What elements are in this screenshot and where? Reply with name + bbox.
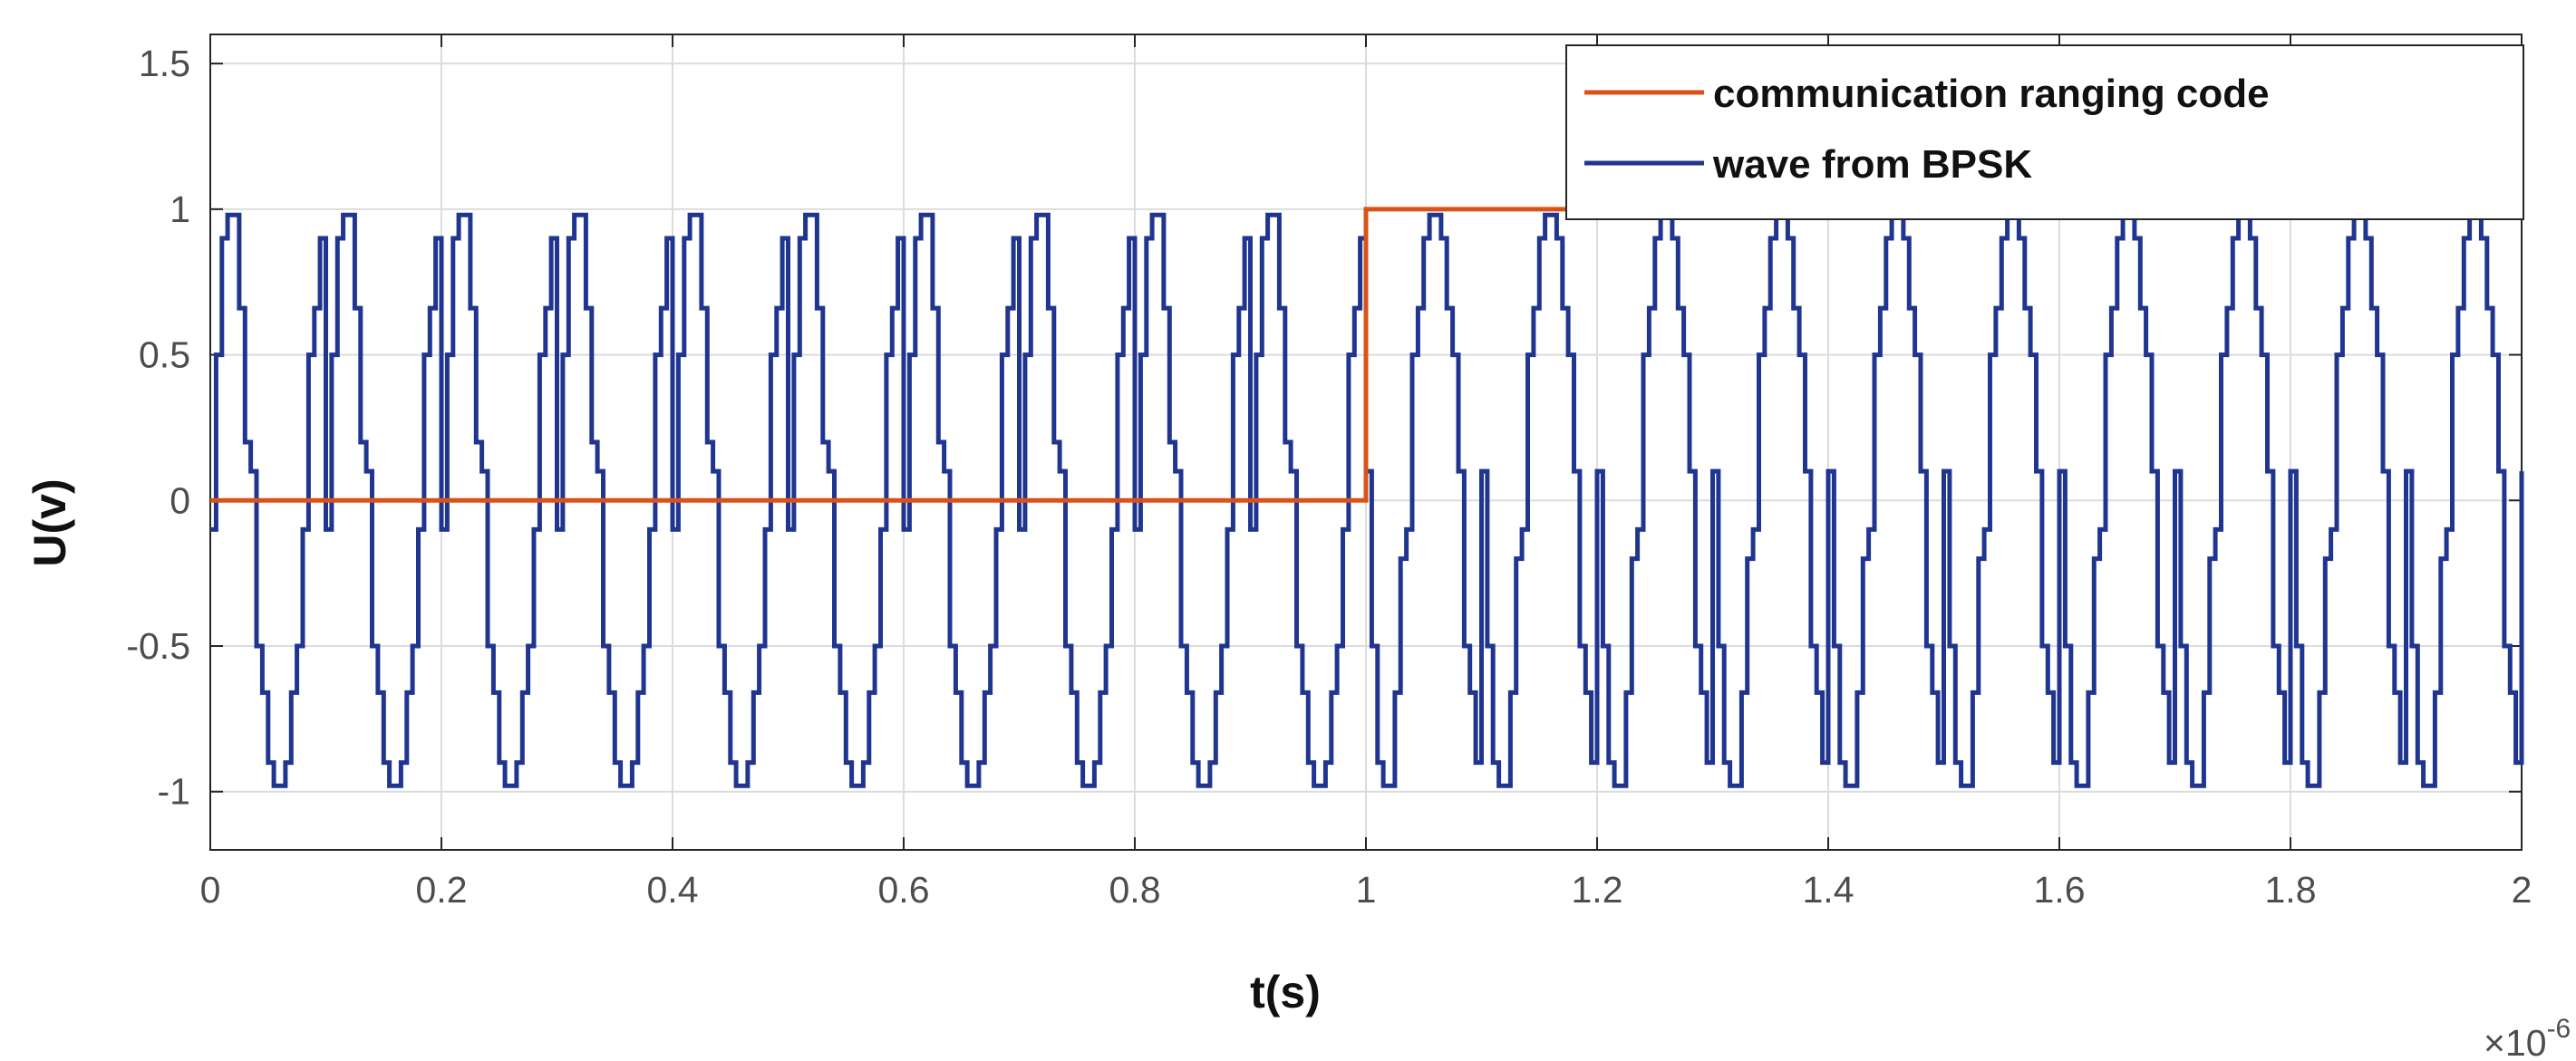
x-tick-label: 0.6 bbox=[878, 869, 930, 911]
y-tick-label: 1.5 bbox=[139, 43, 190, 84]
y-tick-label: 0 bbox=[169, 479, 190, 521]
x-tick-label: 0.2 bbox=[416, 869, 468, 911]
x-tick-label: 0.4 bbox=[647, 869, 699, 911]
legend-box bbox=[1565, 44, 2524, 220]
x-tick-label: 1.2 bbox=[1572, 869, 1623, 911]
y-tick-label: 1 bbox=[169, 188, 190, 230]
tick-labels: 0 0.2 0.4 0.6 0.8 1 1.2 1.4 1.6 1.8 2 -1 -0.5 0 0.5 1 1.… bbox=[126, 43, 2532, 911]
legend-label-bpsk: wave from BPSK bbox=[1712, 142, 2032, 187]
x-tick-label: 0.8 bbox=[1109, 869, 1161, 911]
x-axis-exponent-power: -6 bbox=[2547, 1014, 2571, 1044]
y-tick-label: 0.5 bbox=[139, 334, 190, 376]
x-tick-label: 0 bbox=[200, 869, 221, 911]
legend: communication ranging code wave from BPS… bbox=[1565, 44, 2524, 220]
x-axis-exponent: ×10-6 bbox=[2484, 1014, 2571, 1061]
x-tick-label: 1.6 bbox=[2034, 869, 2086, 911]
x-tick-label: 2 bbox=[2512, 869, 2532, 911]
legend-label-ranging-code: communication ranging code bbox=[1713, 72, 2270, 116]
x-axis-title: t(s) bbox=[1250, 967, 1321, 1018]
x-axis-exponent-base: ×10 bbox=[2484, 1022, 2547, 1061]
y-axis-title: U(v) bbox=[24, 478, 75, 566]
y-tick-label: -0.5 bbox=[126, 625, 190, 667]
x-tick-label: 1 bbox=[1356, 869, 1377, 911]
x-tick-label: 1.8 bbox=[2265, 869, 2317, 911]
x-tick-label: 1.4 bbox=[1803, 869, 1855, 911]
y-tick-label: -1 bbox=[158, 771, 190, 813]
